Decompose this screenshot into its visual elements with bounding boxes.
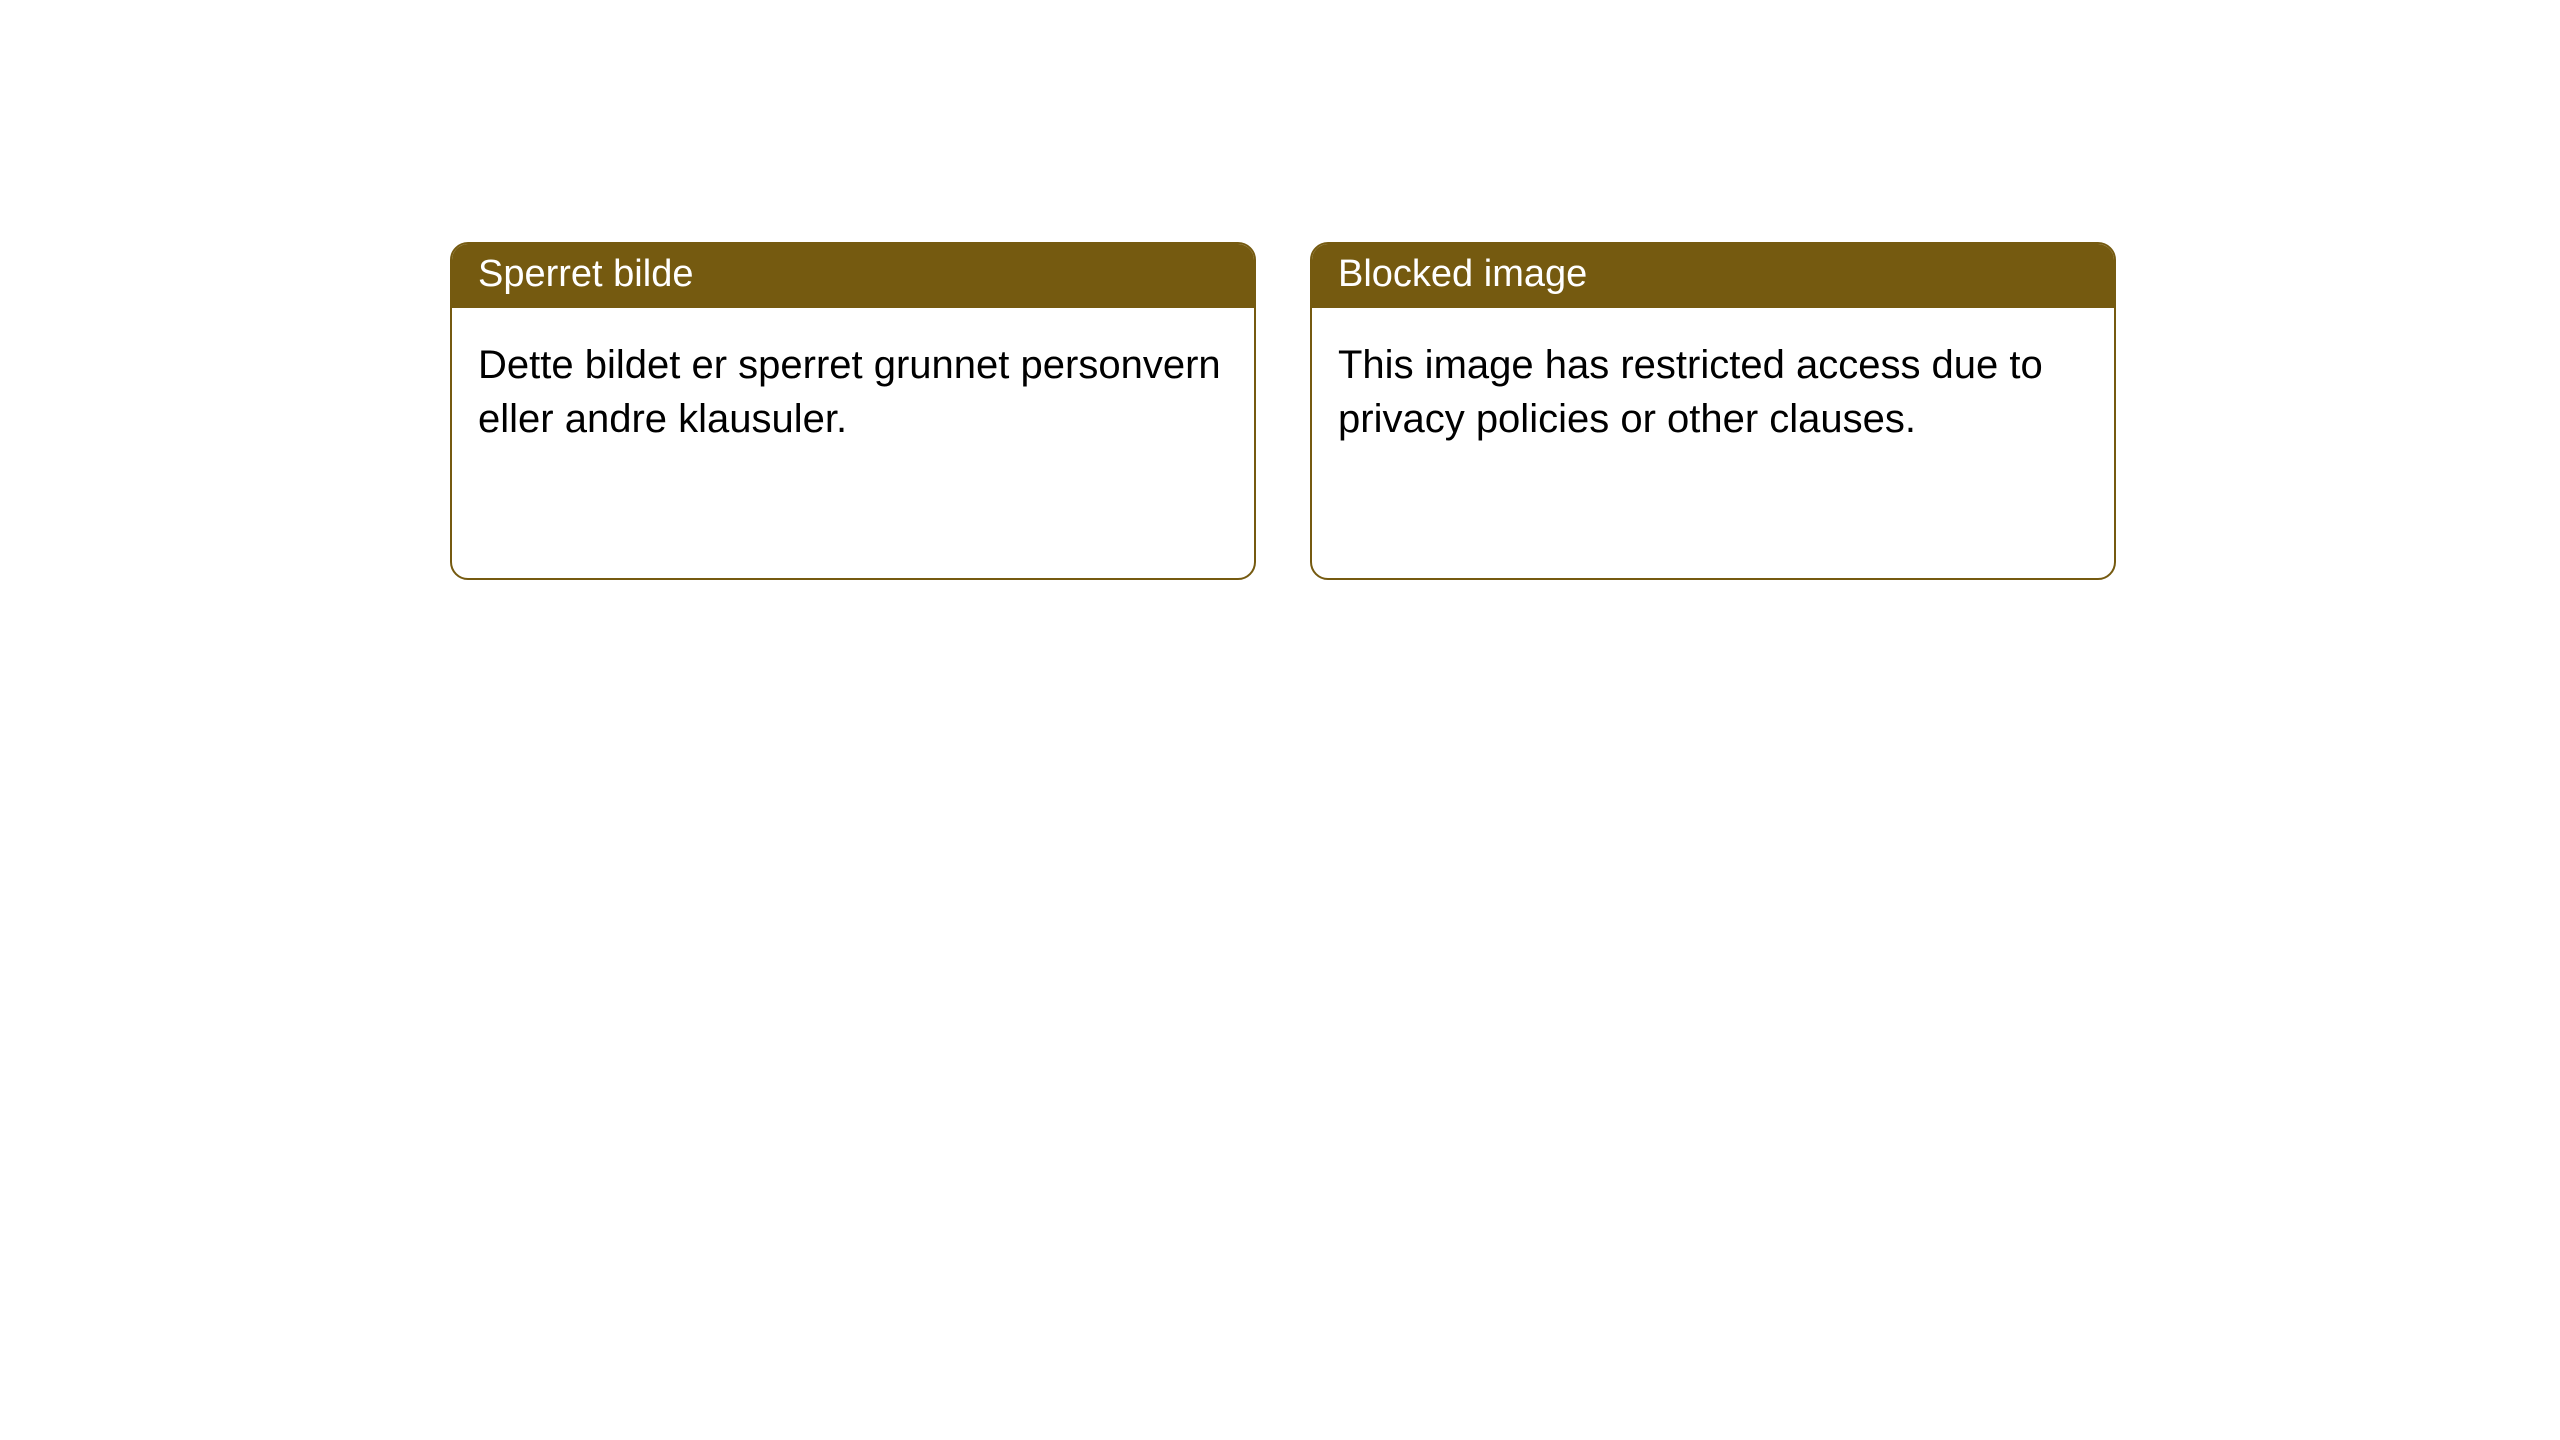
notice-title-en: Blocked image — [1312, 244, 2114, 308]
notice-body-no: Dette bildet er sperret grunnet personve… — [452, 308, 1254, 476]
notice-card-en: Blocked image This image has restricted … — [1310, 242, 2116, 580]
notice-title-no: Sperret bilde — [452, 244, 1254, 308]
notice-container: Sperret bilde Dette bildet er sperret gr… — [0, 0, 2560, 580]
notice-body-en: This image has restricted access due to … — [1312, 308, 2114, 476]
notice-card-no: Sperret bilde Dette bildet er sperret gr… — [450, 242, 1256, 580]
